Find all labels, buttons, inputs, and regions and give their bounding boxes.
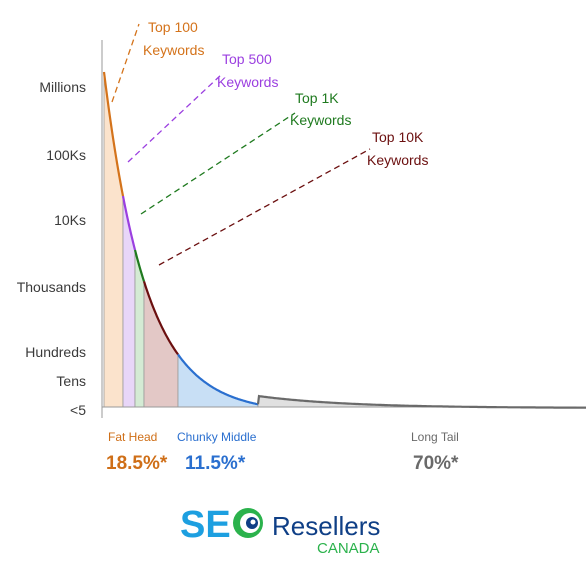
callout-leader-line	[127, 73, 223, 163]
y-axis-labels: Millions 100Ks 10Ks Thousands Hundreds Tens <5	[17, 79, 86, 418]
long-tail-chart: Millions 100Ks 10Ks Thousands Hundreds Tens <5…	[17, 19, 586, 474]
y-tick-label: 10Ks	[54, 212, 86, 228]
demand-curve	[102, 71, 586, 409]
y-tick-label: <5	[70, 402, 86, 418]
segment-labels: Fat Head 18.5%* Chunky Middle 11.5%* Long Ta…	[106, 430, 459, 474]
seo-resellers-canada-logo: SE Resellers CANADA	[180, 503, 410, 561]
callouts: Top 100 Keywords Top 500 Keywords Top 1K Keyw…	[111, 19, 428, 266]
top-100-curve	[102, 71, 125, 197]
y-tick-label: 100Ks	[46, 147, 86, 163]
y-tick-label: Millions	[39, 79, 86, 95]
segment-name: Chunky Middle	[177, 430, 257, 444]
logo-resellers-text: Resellers	[272, 511, 380, 541]
y-tick-label: Tens	[56, 373, 86, 389]
logo-swirl-icon	[233, 508, 263, 538]
callout-label-line2: Keywords	[367, 152, 428, 168]
callout-label-line2: Keywords	[217, 74, 278, 90]
logo-canada-text: CANADA	[317, 540, 380, 557]
callout-leader-line	[111, 23, 140, 103]
top-1k-curve	[133, 249, 146, 282]
callout-label-line1: Top 500	[222, 51, 272, 67]
segment-name: Fat Head	[108, 430, 157, 444]
segment-percent: 18.5%*	[106, 453, 168, 474]
top-500-curve	[121, 195, 137, 251]
callout-label-line1: Top 1K	[295, 90, 339, 106]
callout-leader-line	[140, 112, 296, 215]
callout-label-line2: Keywords	[143, 42, 204, 58]
top-10k-area	[143, 281, 179, 408]
callout-leader-line	[158, 148, 371, 266]
y-tick-label: Thousands	[17, 279, 86, 295]
y-tick-label: Hundreds	[25, 344, 86, 360]
top-100-area	[103, 71, 124, 408]
callout-label-line1: Top 100	[148, 19, 198, 35]
chunky-middle-area	[177, 353, 259, 408]
chunky-middle-curve	[177, 353, 259, 406]
long-tail-curve	[256, 394, 586, 409]
segment-percent: 70%*	[413, 453, 459, 474]
segment-name: Long Tail	[411, 430, 459, 444]
callout-label-line2: Keywords	[290, 112, 351, 128]
logo-seo-text: SE	[180, 504, 231, 546]
top-10k-curve	[142, 281, 179, 356]
callout-label-line1: Top 10K	[372, 129, 424, 145]
segment-percent: 11.5%*	[185, 453, 246, 474]
